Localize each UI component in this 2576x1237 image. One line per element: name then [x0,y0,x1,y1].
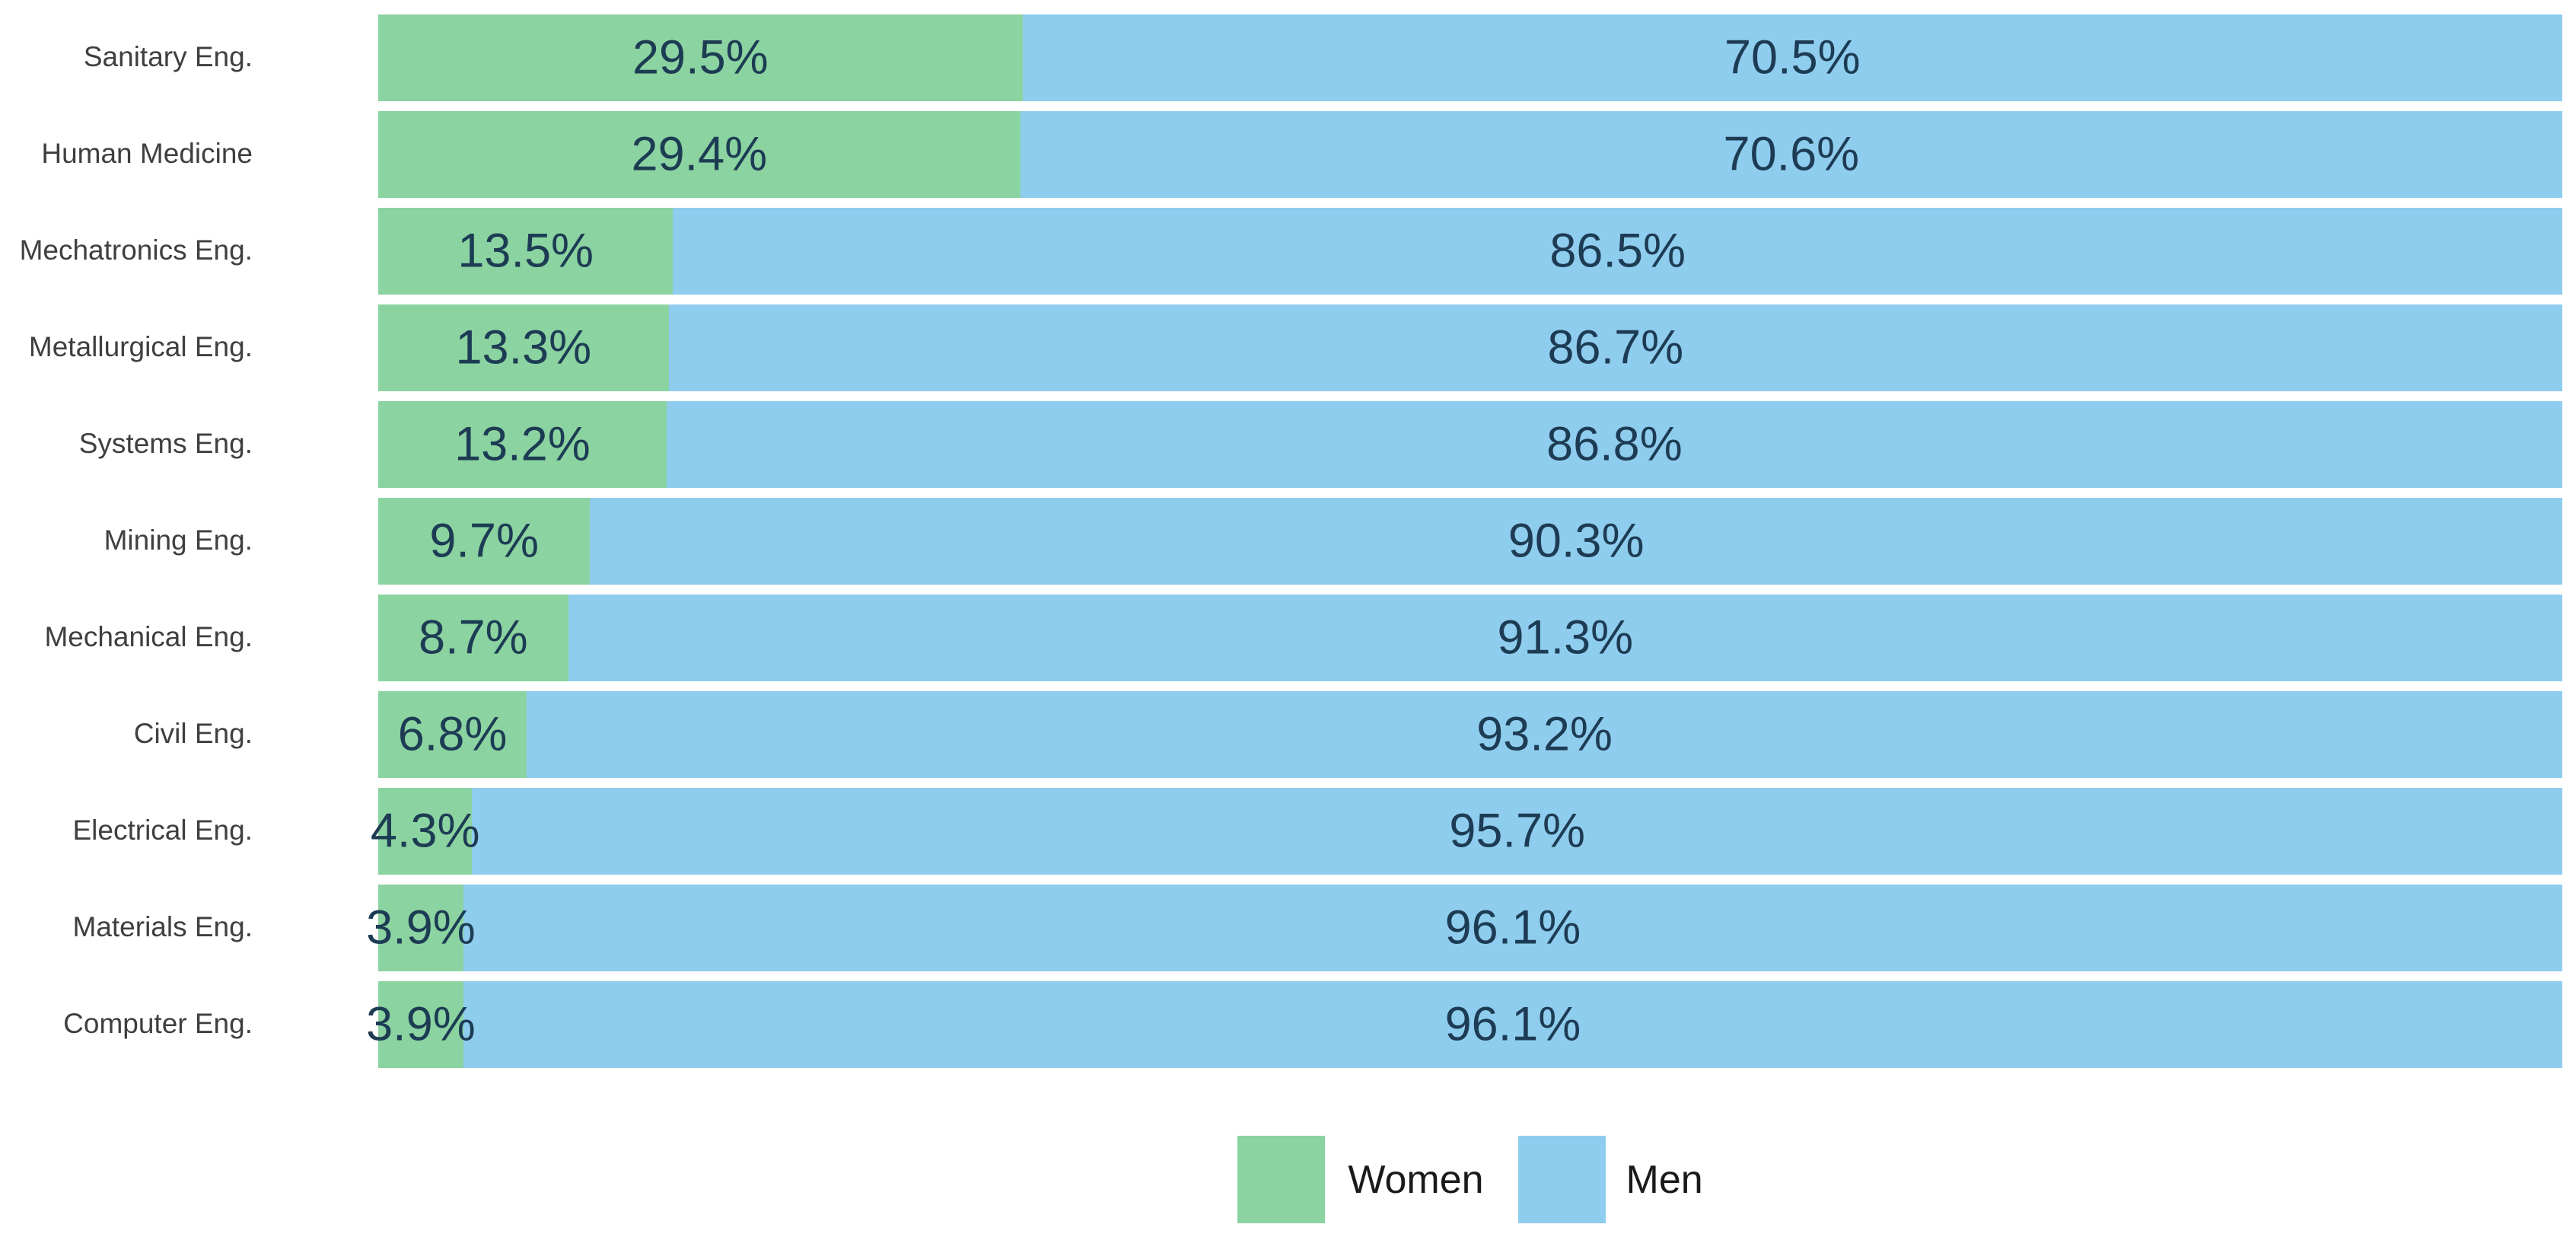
chart-row: Materials Eng. 3.9% 96.1% [0,879,2576,976]
men-value-label: 86.7% [1547,320,1684,374]
legend: Women Men [378,1136,2562,1223]
chart-row: Mining Eng. 9.7% 90.3% [0,493,2576,589]
women-bar-segment: 6.8% [378,690,527,778]
bar-track: 6.8% 93.2% [378,690,2562,778]
bar-track: 8.7% 91.3% [378,594,2562,681]
women-value-label: 29.4% [631,127,768,180]
category-label: Mechatronics Eng. [19,234,253,266]
women-bar-segment: 13.3% [378,304,669,391]
chart-rows: Sanitary Eng. 29.5% 70.5% Human Medicine… [0,9,2576,1073]
category-label: Human Medicine [41,138,253,170]
men-bar-segment: 86.8% [666,400,2562,488]
women-bar-segment: 29.4% [378,110,1021,198]
women-value-label: 3.9% [366,901,476,954]
chart-row: Mechanical Eng. 8.7% 91.3% [0,589,2576,686]
chart-row: Human Medicine 29.4% 70.6% [0,106,2576,202]
men-value-label: 70.6% [1723,127,1860,180]
women-value-label: 13.5% [457,224,594,277]
women-bar-segment: 13.5% [378,207,673,295]
women-value-label: 3.9% [366,997,476,1050]
bar-track: 29.5% 70.5% [378,14,2562,101]
women-bar-segment: 13.2% [378,400,667,488]
chart-row: Civil Eng. 6.8% 93.2% [0,686,2576,783]
men-value-label: 86.8% [1546,417,1683,470]
chart-row: Electrical Eng. 4.3% 95.7% [0,783,2576,879]
category-label: Systems Eng. [78,428,253,460]
men-bar-segment: 93.2% [527,690,2562,778]
women-bar-segment: 29.5% [378,14,1023,101]
chart-row: Systems Eng. 13.2% 86.8% [0,396,2576,493]
women-bar-segment: 8.7% [378,594,568,681]
legend-women-swatch [1237,1136,1326,1223]
men-value-label: 91.3% [1497,611,1634,664]
women-value-label: 4.3% [370,804,480,857]
men-value-label: 96.1% [1444,901,1581,954]
women-value-label: 9.7% [429,514,539,567]
legend-men-swatch [1517,1136,1606,1223]
men-bar-segment: 90.3% [590,497,2562,585]
men-bar-segment: 91.3% [568,594,2562,681]
women-bar-segment: 3.9% [366,980,476,1068]
category-label: Mechanical Eng. [44,621,253,653]
men-bar-segment: 95.7% [472,787,2562,875]
women-value-label: 29.5% [632,30,769,84]
bar-track: 4.3% 95.7% [371,787,2562,875]
bar-track: 13.5% 86.5% [378,207,2562,295]
men-value-label: 70.5% [1724,30,1861,84]
bar-track: 29.4% 70.6% [378,110,2562,198]
bar-track: 3.9% 96.1% [366,884,2562,971]
category-label: Electrical Eng. [72,815,253,846]
men-bar-segment: 96.1% [463,980,2562,1068]
chart-row: Mechatronics Eng. 13.5% 86.5% [0,202,2576,299]
women-bar-segment: 9.7% [378,497,591,585]
women-bar-segment: 3.9% [366,884,476,971]
category-label: Mining Eng. [103,524,253,556]
category-label: Metallurgical Eng. [28,331,253,363]
women-value-label: 13.2% [454,417,591,470]
women-value-label: 6.8% [397,707,508,760]
men-value-label: 86.5% [1549,224,1686,277]
chart-row: Sanitary Eng. 29.5% 70.5% [0,9,2576,106]
men-bar-segment: 70.6% [1020,110,2562,198]
men-bar-segment: 86.5% [673,207,2562,295]
bar-track: 13.3% 86.7% [378,304,2562,391]
men-bar-segment: 86.7% [668,304,2562,391]
men-bar-segment: 70.5% [1022,14,2562,101]
category-label: Materials Eng. [72,911,253,943]
category-label: Sanitary Eng. [83,41,253,73]
men-bar-segment: 96.1% [463,884,2562,971]
legend-men-label: Men [1626,1157,1703,1202]
men-value-label: 96.1% [1444,997,1581,1050]
bar-track: 9.7% 90.3% [378,497,2562,585]
category-label: Computer Eng. [63,1008,253,1040]
men-value-label: 90.3% [1508,514,1645,567]
men-value-label: 93.2% [1476,707,1613,760]
women-value-label: 13.3% [455,320,592,374]
category-label: Civil Eng. [133,718,253,750]
bar-track: 13.2% 86.8% [378,400,2562,488]
women-bar-segment: 4.3% [371,787,480,875]
legend-women-label: Women [1348,1157,1484,1202]
men-value-label: 95.7% [1449,804,1586,857]
women-value-label: 8.7% [419,611,528,664]
chart-row: Metallurgical Eng. 13.3% 86.7% [0,299,2576,396]
chart-row: Computer Eng. 3.9% 96.1% [0,976,2576,1073]
bar-track: 3.9% 96.1% [366,980,2562,1068]
